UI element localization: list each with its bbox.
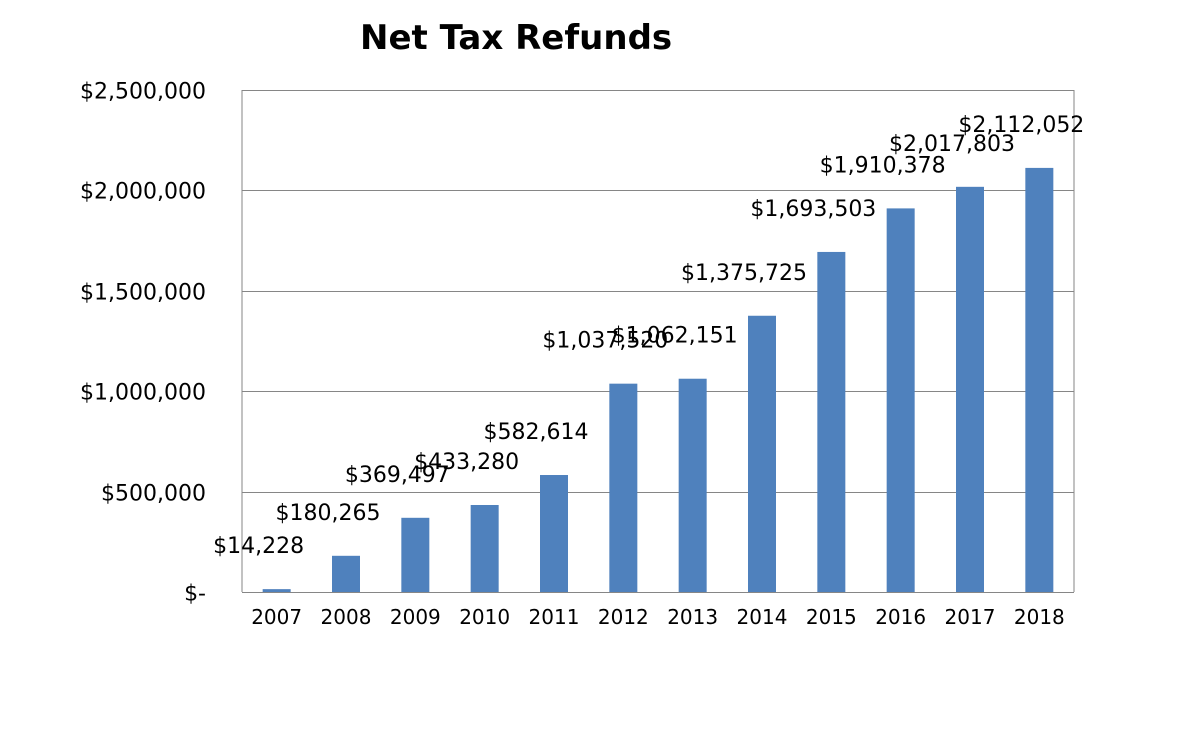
x-tick-label: 2008	[321, 605, 372, 629]
data-label: $1,375,725	[681, 261, 807, 286]
data-label: $2,017,803	[889, 132, 1015, 157]
bar-2007	[262, 589, 291, 592]
bar-2010	[470, 504, 499, 592]
bar-2012	[609, 383, 638, 592]
x-tick-label: 2010	[459, 605, 510, 629]
x-tick-label: 2018	[1014, 605, 1065, 629]
bar-2017	[956, 186, 984, 592]
bar-2016	[886, 208, 915, 592]
x-tick-label: 2007	[251, 605, 302, 629]
x-tick-label: 2011	[529, 605, 580, 629]
x-tick-label: 2013	[667, 605, 718, 629]
data-label: $433,280	[414, 450, 519, 475]
bar-2013	[678, 378, 707, 592]
x-tick-label: 2017	[945, 605, 996, 629]
y-tick-label: $1,000,000	[80, 381, 206, 406]
x-tick-label: 2012	[598, 605, 649, 629]
bar-2014	[748, 315, 776, 592]
chart-title: Net Tax Refunds	[360, 18, 673, 58]
bar-2015	[817, 251, 846, 593]
data-label: $369,497	[345, 463, 450, 488]
x-tick-label: 2014	[737, 605, 788, 629]
data-label: $1,910,378	[820, 153, 946, 178]
y-tick-label: $2,000,000	[80, 180, 206, 205]
x-tick-label: 2016	[875, 605, 926, 629]
x-tick-label: 2009	[390, 605, 441, 629]
y-tick-label: $1,500,000	[80, 281, 206, 306]
data-label: $2,112,052	[958, 113, 1084, 138]
y-tick-label: $500,000	[101, 482, 206, 507]
data-label: $582,614	[484, 420, 589, 445]
data-label: $14,228	[213, 534, 304, 559]
data-label: $1,693,503	[750, 197, 876, 222]
bar-2011	[540, 475, 568, 592]
bar-2008	[332, 555, 360, 592]
data-label: $1,037,520	[542, 329, 668, 354]
x-tick-label: 2015	[806, 605, 857, 629]
data-label: $180,265	[276, 501, 381, 526]
bar-2018	[1025, 167, 1054, 592]
data-label: $1,062,151	[612, 324, 738, 349]
y-tick-label: $-	[184, 582, 206, 607]
y-tick-label: $2,500,000	[80, 80, 206, 105]
bar-2009	[401, 517, 430, 592]
